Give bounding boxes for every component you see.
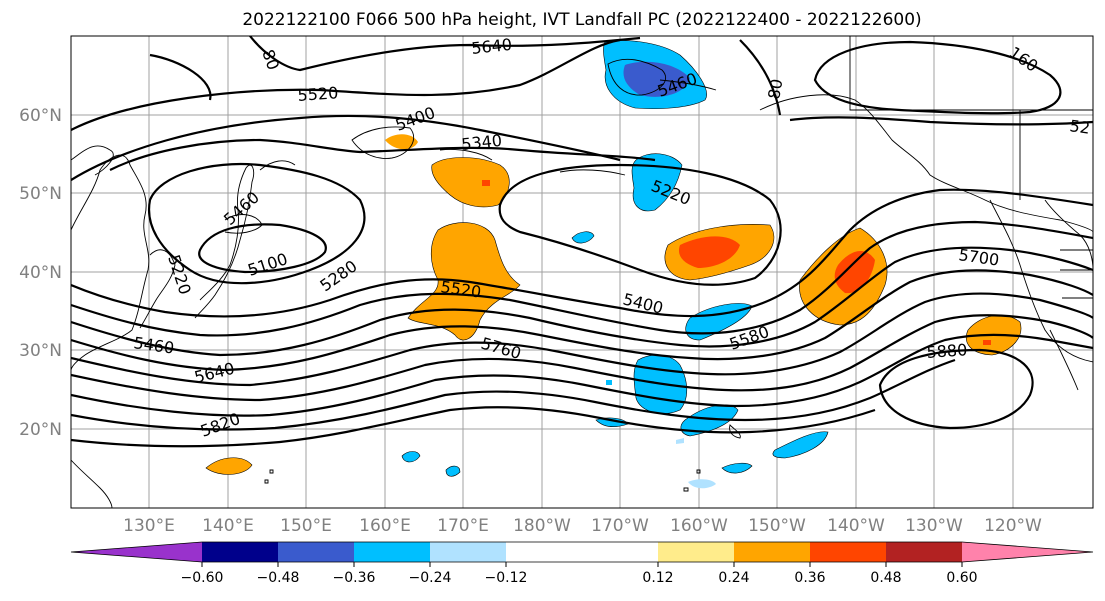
colorbar-segment <box>962 542 1093 562</box>
colorbar-tick-label: −0.24 <box>409 570 452 586</box>
lon-label: 140°W <box>827 516 885 536</box>
lat-label: 40°N <box>19 263 62 283</box>
colorbar-segment <box>354 542 431 562</box>
colorbar-tick-label: −0.12 <box>485 570 528 586</box>
coastlines <box>71 36 1093 508</box>
lat-label: 30°N <box>19 341 62 361</box>
colorbar-tick-label: 0.48 <box>870 570 901 586</box>
lon-label: 120°W <box>984 516 1042 536</box>
colorbar-segment <box>506 542 583 562</box>
lon-label: 130°W <box>905 516 963 536</box>
colorbar-segment <box>734 542 811 562</box>
figure-title: 2022122100 F066 500 hPa height, IVT Land… <box>242 10 921 30</box>
lon-label: 170°W <box>591 516 649 536</box>
lat-label: 60°N <box>19 106 62 126</box>
colorbar-segment <box>278 542 355 562</box>
colorbar-tick-label: 0.12 <box>642 570 673 586</box>
ivt-negative-shading <box>401 40 829 489</box>
contour-label: 5520 <box>297 83 339 105</box>
longitude-labels: 130°E 140°E 150°E 160°E 170°E 180°W 170°… <box>123 516 1042 536</box>
height-contours <box>71 36 1093 448</box>
colorbar-segment <box>582 542 659 562</box>
colorbar-segment <box>71 542 202 562</box>
colorbar-tick-label: −0.48 <box>257 570 300 586</box>
contour-label: 5880 <box>926 340 968 362</box>
colorbar-segment <box>202 542 279 562</box>
lat-label: 50°N <box>19 184 62 204</box>
contour-label: 80 <box>764 77 786 100</box>
latitude-labels: 60°N 50°N 40°N 30°N 20°N <box>19 106 62 440</box>
colorbar-segment <box>658 542 735 562</box>
colorbar-segment <box>430 542 507 562</box>
colorbar-tick-label: −0.60 <box>181 570 224 586</box>
colorbar-tick-label: −0.36 <box>333 570 376 586</box>
contour-label: 5340 <box>460 131 502 154</box>
lat-label: 20°N <box>19 420 62 440</box>
lon-label: 170°E <box>437 516 489 536</box>
colorbar-tick-label: 0.24 <box>718 570 749 586</box>
lon-label: 180°W <box>513 516 571 536</box>
lon-label: 160°W <box>670 516 728 536</box>
colorbar-tick-label: 0.36 <box>794 570 825 586</box>
lon-label: 160°E <box>359 516 411 536</box>
lon-label: 130°E <box>123 516 175 536</box>
lon-label: 140°E <box>202 516 254 536</box>
colorbar-segment <box>810 542 887 562</box>
lon-label: 150°E <box>280 516 332 536</box>
colorbar-segment <box>886 542 963 562</box>
contour-label: 52 <box>1068 116 1091 138</box>
map-frame <box>70 35 1094 509</box>
contour-label: 5640 <box>470 35 512 58</box>
lon-label: 150°W <box>748 516 806 536</box>
colorbar: −0.60 −0.48 −0.36 −0.24 −0.12 0.12 0.24 0.36 0.4… <box>70 541 1094 586</box>
colorbar-tick-label: 0.60 <box>946 570 977 586</box>
